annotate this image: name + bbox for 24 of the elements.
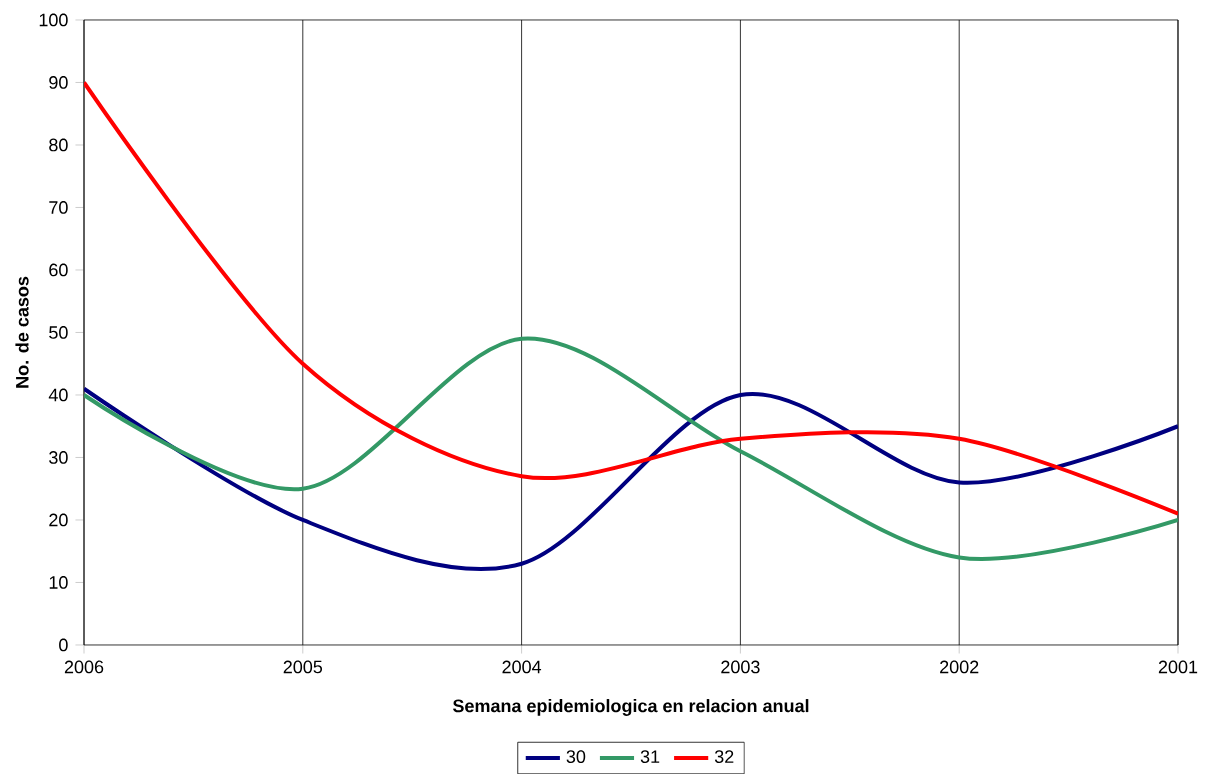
y-tick-label: 100 xyxy=(39,13,68,27)
y-tick-label: 0 xyxy=(59,638,68,652)
y-tick-label: 60 xyxy=(49,263,68,277)
y-tick-label: 80 xyxy=(49,138,68,152)
x-tick-label: 2006 xyxy=(64,660,104,674)
line-series xyxy=(84,336,1178,561)
y-tick-label: 30 xyxy=(49,450,68,464)
y-tick-label: 40 xyxy=(48,388,68,402)
legend-label: 32 xyxy=(714,750,734,763)
x-tick-label: 2003 xyxy=(721,660,760,674)
y-tick-label: 90 xyxy=(49,75,68,89)
y-axis-title: No. de casos xyxy=(15,276,29,388)
y-tick-label: 20 xyxy=(49,513,68,527)
x-tick-label: 2002 xyxy=(940,660,979,674)
y-tick-label: 10 xyxy=(49,575,68,589)
y-tick-label: 70 xyxy=(49,200,68,214)
x-tick-label: 2004 xyxy=(502,660,542,674)
legend-label: 30 xyxy=(566,750,586,763)
legend-label: 31 xyxy=(640,750,660,763)
line-series xyxy=(84,80,1178,516)
x-tick-label: 2005 xyxy=(283,660,323,674)
x-axis-title: Semana epidemiologica en relacion anual xyxy=(452,698,809,716)
y-tick-label: 50 xyxy=(49,325,68,339)
x-tick-label: 2001 xyxy=(1158,660,1198,674)
